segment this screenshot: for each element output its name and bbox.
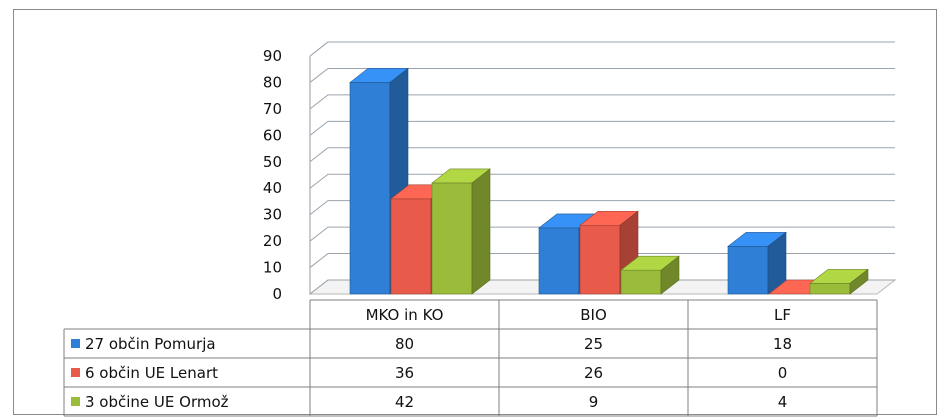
data-label: 36 [395, 364, 414, 382]
bar [727, 231, 787, 295]
legend-key [71, 368, 80, 377]
y-tick-label: 30 [263, 206, 282, 224]
bar-front [809, 283, 851, 295]
data-label: 42 [395, 393, 414, 411]
bar-front [431, 182, 473, 295]
data-label: 80 [395, 335, 414, 353]
gridline [309, 94, 895, 110]
y-tick-label: 20 [263, 232, 282, 250]
data-label: 26 [584, 364, 603, 382]
y-tick-label: 0 [272, 285, 282, 303]
gridline [309, 226, 895, 242]
legend-label: 27 občin Pomurja [85, 335, 216, 353]
bar-front [727, 246, 769, 295]
gridline [309, 173, 895, 189]
data-label: 25 [584, 335, 603, 353]
y-tick-label: 10 [263, 259, 282, 277]
data-label: 18 [773, 335, 792, 353]
gridline [309, 147, 895, 163]
legend-key [71, 339, 80, 348]
bar [349, 67, 409, 295]
back-wall-top [309, 41, 895, 57]
bar-front [620, 269, 662, 295]
y-axis: 0 10 20 30 40 50 60 70 80 90 [263, 47, 282, 303]
y-tick-label: 90 [263, 47, 282, 65]
y-tick-label: 50 [263, 153, 282, 171]
bar [809, 268, 869, 295]
legend-key [71, 397, 80, 406]
y-tick-label: 80 [263, 73, 282, 91]
bars [349, 67, 869, 295]
legend-label: 6 občin UE Lenart [85, 364, 218, 382]
x-tick-label: LF [774, 306, 791, 324]
gridline [309, 253, 895, 268]
bar [620, 255, 680, 295]
data-label: 4 [778, 393, 788, 411]
bar-side [660, 255, 680, 295]
x-tick-label: MKO in KO [366, 306, 444, 324]
y-tick-label: 40 [263, 179, 282, 197]
bar-front [349, 82, 391, 295]
data-table: MKO in KO BIO LF 27 občin Pomurja 80 25 18 6 ob… [63, 299, 878, 417]
x-tick-label: BIO [580, 306, 607, 324]
gridlines [309, 41, 895, 295]
bar-front [538, 227, 580, 295]
gridline [309, 120, 895, 136]
bar-side [767, 231, 787, 295]
bar-side [471, 168, 491, 295]
gridline [309, 67, 895, 83]
data-label: 0 [778, 364, 788, 382]
bar-front [390, 198, 432, 295]
data-label: 9 [589, 393, 599, 411]
y-tick-label: 60 [263, 126, 282, 144]
bar-front [579, 224, 621, 295]
gridline [309, 279, 895, 295]
y-tick-label: 70 [263, 100, 282, 118]
gridline [309, 41, 895, 57]
bar [431, 168, 491, 295]
bar-side [849, 268, 869, 295]
gridline [309, 200, 895, 216]
legend-label: 3 občine UE Ormož [85, 393, 229, 411]
